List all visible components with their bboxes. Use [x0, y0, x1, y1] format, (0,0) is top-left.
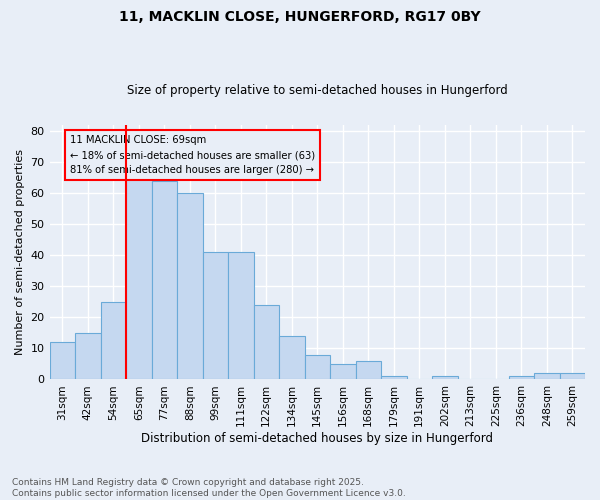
Bar	[177, 193, 203, 380]
Bar	[381, 376, 407, 380]
Bar	[330, 364, 356, 380]
Bar	[254, 305, 279, 380]
Bar	[432, 376, 458, 380]
Text: 11, MACKLIN CLOSE, HUNGERFORD, RG17 0BY: 11, MACKLIN CLOSE, HUNGERFORD, RG17 0BY	[119, 10, 481, 24]
Bar	[509, 376, 534, 380]
Bar	[560, 373, 585, 380]
Bar	[126, 171, 152, 380]
Y-axis label: Number of semi-detached properties: Number of semi-detached properties	[15, 149, 25, 355]
Bar	[101, 302, 126, 380]
Bar	[152, 180, 177, 380]
Title: Size of property relative to semi-detached houses in Hungerford: Size of property relative to semi-detach…	[127, 84, 508, 97]
Bar	[534, 373, 560, 380]
Bar	[203, 252, 228, 380]
Bar	[356, 361, 381, 380]
Text: 11 MACKLIN CLOSE: 69sqm
← 18% of semi-detached houses are smaller (63)
81% of se: 11 MACKLIN CLOSE: 69sqm ← 18% of semi-de…	[70, 136, 315, 175]
Text: Contains HM Land Registry data © Crown copyright and database right 2025.
Contai: Contains HM Land Registry data © Crown c…	[12, 478, 406, 498]
Bar	[305, 354, 330, 380]
Bar	[228, 252, 254, 380]
Bar	[279, 336, 305, 380]
X-axis label: Distribution of semi-detached houses by size in Hungerford: Distribution of semi-detached houses by …	[141, 432, 493, 445]
Bar	[50, 342, 75, 380]
Bar	[75, 333, 101, 380]
